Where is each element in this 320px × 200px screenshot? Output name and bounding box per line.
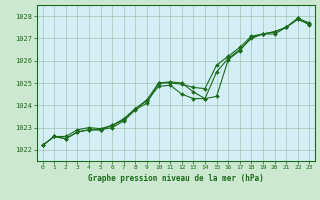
X-axis label: Graphe pression niveau de la mer (hPa): Graphe pression niveau de la mer (hPa) [88,174,264,183]
